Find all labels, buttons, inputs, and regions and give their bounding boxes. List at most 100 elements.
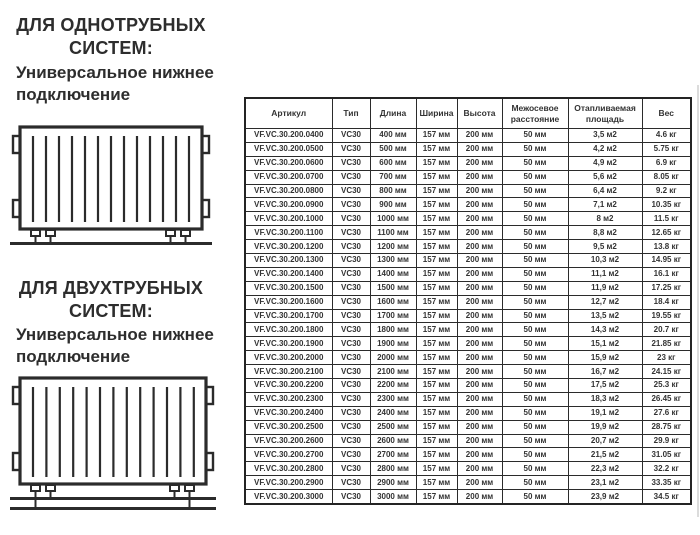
- table-cell: 1800 мм: [369, 322, 417, 338]
- table-row: VF.VC.30.200.3000 VC30 3000 мм 157 мм 200 мм…: [244, 489, 692, 505]
- table-row: VF.VC.30.200.1500 VC30 1500 мм 157 мм 200 мм…: [244, 280, 692, 296]
- table-cell: VC30: [331, 211, 371, 227]
- table-row: VF.VC.30.200.1000 VC30 1000 мм 157 мм 200 мм…: [244, 211, 692, 227]
- table-row: VF.VC.30.200.2600 VC30 2600 мм 157 мм 200 мм…: [244, 433, 692, 449]
- table-cell: 50 мм: [501, 169, 569, 185]
- table-cell: VF.VC.30.200.1100: [244, 225, 333, 241]
- table-cell: 157 мм: [415, 266, 458, 282]
- table-cell: 50 мм: [501, 433, 569, 449]
- table-cell: 157 мм: [415, 239, 458, 255]
- table-cell: VC30: [331, 336, 371, 352]
- table-cell: 200 мм: [456, 391, 503, 407]
- table-row: VF.VC.30.200.2200 VC30 2200 мм 157 мм 200 мм…: [244, 378, 692, 393]
- table-cell: 3000 мм: [369, 489, 417, 505]
- table-cell: 200 мм: [456, 350, 503, 366]
- table-row: VF.VC.30.200.2400 VC30 2400 мм 157 мм 200 мм…: [244, 405, 692, 421]
- table-cell: 20.7 кг: [641, 322, 692, 338]
- page-edge-line: [697, 85, 699, 517]
- table-cell: 23,1 м2: [567, 475, 643, 491]
- table-cell: VF.VC.30.200.2200: [244, 378, 333, 393]
- table-cell: VC30: [331, 183, 371, 199]
- table-cell: 32.2 кг: [641, 461, 692, 477]
- table-cell: 10,3 м2: [567, 253, 643, 268]
- table-cell: 11.5 кг: [641, 211, 692, 227]
- table-cell: 157 мм: [415, 225, 458, 241]
- table-cell: 1200 мм: [369, 239, 417, 255]
- table-cell: 21.85 кг: [641, 336, 692, 352]
- table-cell: VF.VC.30.200.1000: [244, 211, 333, 227]
- table-cell: 2100 мм: [369, 364, 417, 380]
- table-cell: VF.VC.30.200.1200: [244, 239, 333, 255]
- table-cell: 50 мм: [501, 405, 569, 421]
- table-cell: 6.9 кг: [641, 155, 692, 171]
- table-cell: 1900 мм: [369, 336, 417, 352]
- table-cell: 8,8 м2: [567, 225, 643, 241]
- table-cell: 17.25 кг: [641, 280, 692, 296]
- table-cell: 33.35 кг: [641, 475, 692, 491]
- table-cell: 8 м2: [567, 211, 643, 227]
- table-cell: VF.VC.30.200.2900: [244, 475, 333, 491]
- table-cell: 2300 мм: [369, 391, 417, 407]
- table-cell: VF.VC.30.200.1600: [244, 294, 333, 310]
- table-cell: 200 мм: [456, 141, 503, 157]
- table-cell: VC30: [331, 266, 371, 282]
- table-cell: VC30: [331, 141, 371, 157]
- table-cell: 157 мм: [415, 322, 458, 338]
- table-cell: 157 мм: [415, 489, 458, 505]
- table-cell: 157 мм: [415, 419, 458, 435]
- table-cell: 1600 мм: [369, 294, 417, 310]
- table-cell: 50 мм: [501, 239, 569, 255]
- table-cell: 50 мм: [501, 378, 569, 393]
- table-cell: VC30: [331, 128, 371, 143]
- table-cell: 50 мм: [501, 266, 569, 282]
- table-cell: 157 мм: [415, 183, 458, 199]
- col-header-axial-distance: Межосевое расстояние: [501, 97, 569, 129]
- table-cell: 5.75 кг: [641, 141, 692, 157]
- table-cell: 200 мм: [456, 266, 503, 282]
- radiator-diagram-single-pipe: [10, 125, 212, 245]
- table-cell: 200 мм: [456, 239, 503, 255]
- col-header-length: Длина: [369, 97, 417, 129]
- spec-table: Артикул Тип Длина Ширина Высота Межосево…: [244, 97, 692, 506]
- table-cell: 157 мм: [415, 433, 458, 449]
- table-cell: VC30: [331, 489, 371, 505]
- table-cell: 200 мм: [456, 280, 503, 296]
- table-cell: VC30: [331, 378, 371, 393]
- table-cell: VC30: [331, 239, 371, 255]
- table-cell: VF.VC.30.200.2800: [244, 461, 333, 477]
- table-cell: VF.VC.30.200.2600: [244, 433, 333, 449]
- table-cell: 200 мм: [456, 419, 503, 435]
- table-cell: 21,5 м2: [567, 447, 643, 463]
- table-cell: 15,1 м2: [567, 336, 643, 352]
- table-row: VF.VC.30.200.1100 VC30 1100 мм 157 мм 200 мм…: [244, 225, 692, 241]
- table-cell: 29.9 кг: [641, 433, 692, 449]
- table-cell: 200 мм: [456, 294, 503, 310]
- table-cell: VF.VC.30.200.0700: [244, 169, 333, 185]
- table-cell: 900 мм: [369, 197, 417, 213]
- table-cell: 50 мм: [501, 419, 569, 435]
- table-cell: 24.15 кг: [641, 364, 692, 380]
- table-cell: 19,9 м2: [567, 419, 643, 435]
- table-cell: 23,9 м2: [567, 489, 643, 505]
- table-cell: 10.35 кг: [641, 197, 692, 213]
- table-cell: VC30: [331, 433, 371, 449]
- table-cell: 31.05 кг: [641, 447, 692, 463]
- table-row: VF.VC.30.200.1800 VC30 1800 мм 157 мм 200 мм…: [244, 322, 692, 338]
- table-cell: 50 мм: [501, 211, 569, 227]
- table-row: VF.VC.30.200.2500 VC30 2500 мм 157 мм 200 мм…: [244, 419, 692, 435]
- table-cell: 157 мм: [415, 280, 458, 296]
- table-cell: 22,3 м2: [567, 461, 643, 477]
- table-cell: VF.VC.30.200.0400: [244, 128, 333, 143]
- table-cell: 17,5 м2: [567, 378, 643, 393]
- table-cell: 50 мм: [501, 447, 569, 463]
- radiator-diagram-two-pipe: [10, 376, 216, 510]
- table-cell: 157 мм: [415, 155, 458, 171]
- table-cell: VC30: [331, 322, 371, 338]
- table-cell: 9.2 кг: [641, 183, 692, 199]
- table-cell: VF.VC.30.200.0900: [244, 197, 333, 213]
- table-cell: 200 мм: [456, 197, 503, 213]
- table-cell: 50 мм: [501, 155, 569, 171]
- table-cell: 18.4 кг: [641, 294, 692, 310]
- table-cell: 1300 мм: [369, 253, 417, 268]
- table-cell: VC30: [331, 461, 371, 477]
